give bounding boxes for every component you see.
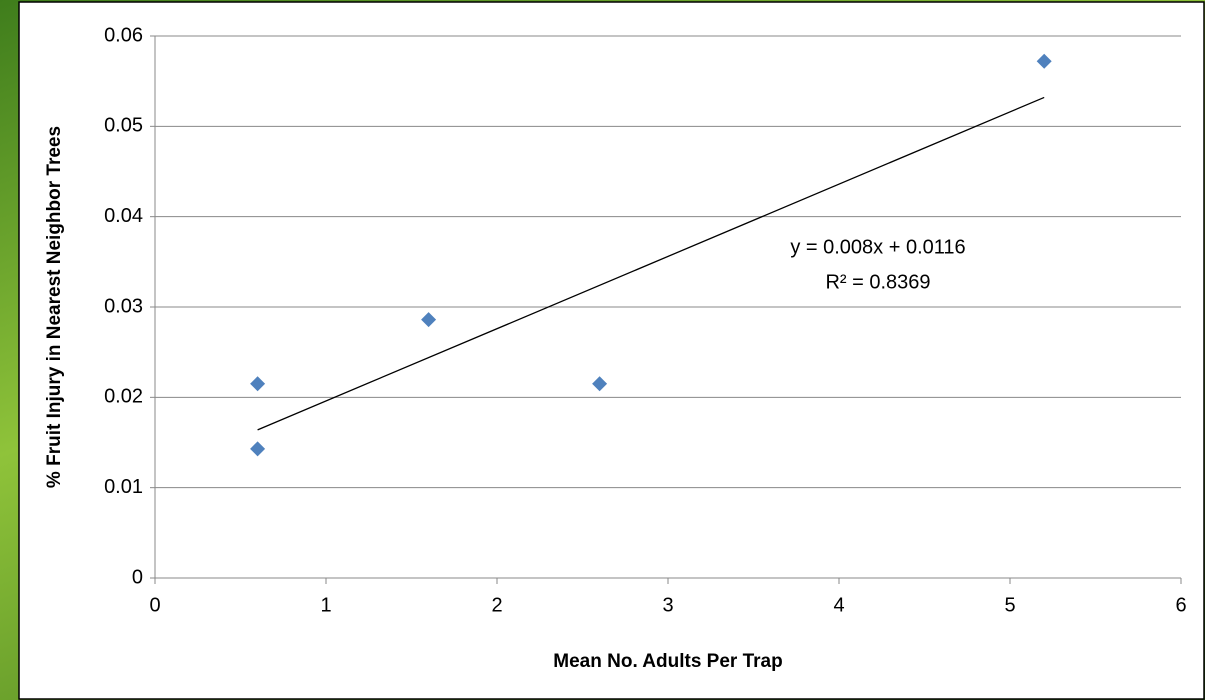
data-point xyxy=(421,312,437,328)
data-point xyxy=(250,441,266,457)
data-point xyxy=(1036,53,1052,69)
data-point xyxy=(592,376,608,392)
x-tick-label: 3 xyxy=(662,594,673,616)
y-tick-label: 0.01 xyxy=(104,476,143,498)
x-tick-label: 1 xyxy=(320,594,331,616)
y-tick-label: 0.03 xyxy=(104,295,143,317)
x-tick-label: 6 xyxy=(1175,594,1186,616)
x-tick-label: 5 xyxy=(1004,594,1015,616)
y-tick-label: 0.02 xyxy=(104,386,143,408)
data-point xyxy=(250,376,266,392)
trendline xyxy=(257,96,1045,431)
y-tick-label: 0 xyxy=(132,566,143,588)
x-tick-label: 2 xyxy=(491,594,502,616)
y-tick-label: 0.05 xyxy=(104,115,143,137)
y-tick-label: 0.06 xyxy=(104,24,143,46)
chart-frame xyxy=(18,1,1205,700)
x-tick-label: 0 xyxy=(149,594,160,616)
y-tick-label: 0.04 xyxy=(104,205,143,227)
x-axis-title: Mean No. Adults Per Trap xyxy=(553,651,782,672)
x-tick-label: 4 xyxy=(833,594,844,616)
y-axis-title: % Fruit Injury in Nearest Neighbor Trees xyxy=(44,126,65,488)
trendline-equation: y = 0.008x + 0.0116 xyxy=(790,236,965,258)
trendline-r2: R² = 0.8369 xyxy=(825,271,930,293)
